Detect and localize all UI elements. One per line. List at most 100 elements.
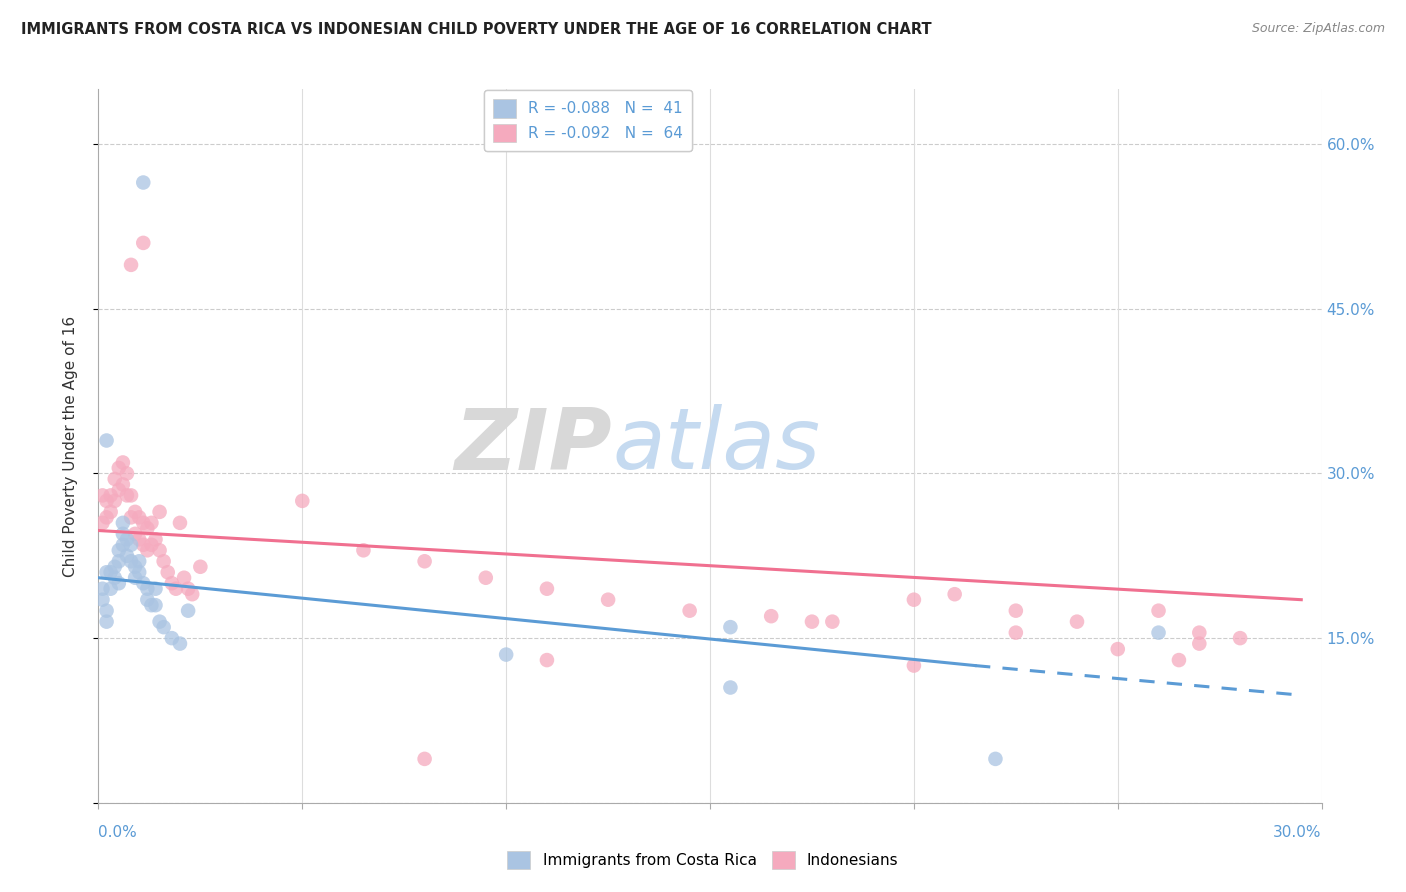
Point bbox=[169, 637, 191, 651]
Point bbox=[141, 598, 163, 612]
Point bbox=[108, 461, 131, 475]
Point bbox=[136, 543, 159, 558]
Point bbox=[96, 510, 118, 524]
Point bbox=[100, 582, 122, 596]
Point bbox=[188, 559, 212, 574]
Point bbox=[152, 620, 174, 634]
Point bbox=[96, 566, 118, 580]
Legend: R = -0.088   N =  41, R = -0.092   N =  64: R = -0.088 N = 41, R = -0.092 N = 64 bbox=[484, 90, 692, 152]
Point bbox=[115, 488, 138, 502]
Point bbox=[111, 455, 134, 469]
Point bbox=[100, 505, 122, 519]
Point bbox=[720, 681, 742, 695]
Point bbox=[145, 582, 167, 596]
Point bbox=[120, 538, 142, 552]
Legend: Immigrants from Costa Rica, Indonesians: Immigrants from Costa Rica, Indonesians bbox=[502, 845, 904, 875]
Text: atlas: atlas bbox=[612, 404, 820, 488]
Point bbox=[1004, 604, 1026, 618]
Point bbox=[128, 533, 150, 547]
Point bbox=[124, 559, 146, 574]
Point bbox=[536, 653, 558, 667]
Point bbox=[1229, 631, 1251, 645]
Point bbox=[91, 488, 114, 502]
Point bbox=[124, 505, 146, 519]
Point bbox=[124, 526, 146, 541]
Point bbox=[903, 658, 925, 673]
Point bbox=[91, 516, 114, 530]
Point bbox=[145, 533, 167, 547]
Point bbox=[115, 549, 138, 563]
Point bbox=[177, 582, 200, 596]
Y-axis label: Child Poverty Under the Age of 16: Child Poverty Under the Age of 16 bbox=[63, 316, 77, 576]
Point bbox=[111, 477, 134, 491]
Point bbox=[115, 467, 138, 481]
Point bbox=[141, 538, 163, 552]
Point bbox=[152, 554, 174, 568]
Point bbox=[132, 516, 155, 530]
Point bbox=[132, 576, 155, 591]
Point bbox=[495, 648, 517, 662]
Point bbox=[903, 592, 925, 607]
Point bbox=[177, 604, 200, 618]
Point bbox=[413, 554, 436, 568]
Point bbox=[598, 592, 620, 607]
Point bbox=[128, 554, 150, 568]
Point bbox=[124, 571, 146, 585]
Point bbox=[291, 494, 314, 508]
Point bbox=[149, 505, 172, 519]
Text: ZIP: ZIP bbox=[454, 404, 612, 488]
Point bbox=[1188, 625, 1211, 640]
Point bbox=[149, 615, 172, 629]
Point bbox=[720, 620, 742, 634]
Point bbox=[1188, 637, 1211, 651]
Point bbox=[104, 472, 127, 486]
Point bbox=[120, 510, 142, 524]
Point bbox=[91, 582, 114, 596]
Point bbox=[91, 592, 114, 607]
Point bbox=[1107, 642, 1129, 657]
Point bbox=[111, 538, 134, 552]
Point bbox=[128, 510, 150, 524]
Point bbox=[801, 615, 824, 629]
Point bbox=[1167, 653, 1189, 667]
Point bbox=[100, 488, 122, 502]
Text: Source: ZipAtlas.com: Source: ZipAtlas.com bbox=[1251, 22, 1385, 36]
Point bbox=[679, 604, 702, 618]
Point bbox=[149, 543, 172, 558]
Point bbox=[108, 554, 131, 568]
Point bbox=[145, 598, 167, 612]
Point bbox=[156, 566, 179, 580]
Point bbox=[536, 582, 558, 596]
Point bbox=[141, 516, 163, 530]
Point bbox=[100, 566, 122, 580]
Point bbox=[165, 582, 187, 596]
Point bbox=[108, 543, 131, 558]
Point bbox=[104, 494, 127, 508]
Point bbox=[115, 533, 138, 547]
Point bbox=[136, 592, 159, 607]
Point bbox=[1066, 615, 1088, 629]
Point bbox=[104, 559, 127, 574]
Point bbox=[111, 526, 134, 541]
Point bbox=[132, 538, 155, 552]
Point bbox=[120, 554, 142, 568]
Point bbox=[120, 258, 142, 272]
Point bbox=[181, 587, 204, 601]
Point bbox=[1147, 604, 1170, 618]
Point bbox=[96, 604, 118, 618]
Point bbox=[96, 494, 118, 508]
Point bbox=[96, 434, 118, 448]
Point bbox=[352, 543, 374, 558]
Point bbox=[169, 516, 191, 530]
Point bbox=[173, 571, 195, 585]
Point bbox=[821, 615, 844, 629]
Point bbox=[1004, 625, 1026, 640]
Point bbox=[160, 576, 183, 591]
Point bbox=[104, 571, 127, 585]
Text: 30.0%: 30.0% bbox=[1274, 825, 1322, 840]
Text: IMMIGRANTS FROM COSTA RICA VS INDONESIAN CHILD POVERTY UNDER THE AGE OF 16 CORRE: IMMIGRANTS FROM COSTA RICA VS INDONESIAN… bbox=[21, 22, 932, 37]
Point bbox=[943, 587, 966, 601]
Point bbox=[474, 571, 498, 585]
Point bbox=[136, 582, 159, 596]
Text: 0.0%: 0.0% bbox=[98, 825, 138, 840]
